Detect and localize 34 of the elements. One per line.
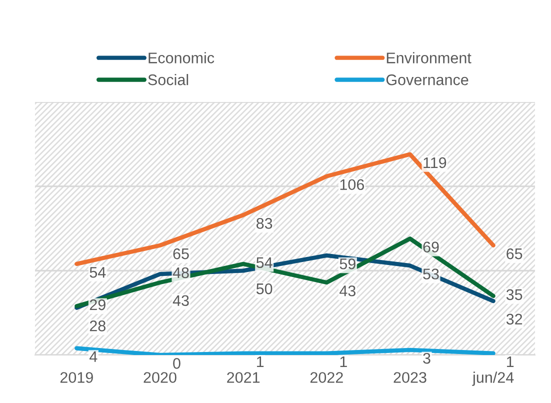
data-label: 35 [506, 289, 522, 300]
data-label: 59 [340, 258, 356, 270]
data-label: 54 [90, 267, 106, 278]
data-label: 32 [506, 314, 522, 325]
data-label: 54 [256, 257, 272, 268]
data-label: 48 [172, 267, 189, 278]
x-tick-label: 2021 [227, 372, 260, 383]
legend-label: Governance [386, 74, 468, 86]
data-label: 119 [424, 157, 446, 168]
data-label: 3 [423, 352, 430, 364]
data-label: 4 [90, 351, 98, 362]
data-label: 65 [173, 248, 189, 260]
legend-label: Social [148, 74, 188, 86]
data-label: 28 [90, 320, 106, 332]
legend-label: Environment [386, 52, 472, 64]
x-tick-label: 2022 [310, 372, 343, 383]
data-label: 43 [172, 295, 189, 306]
data-label: 1 [257, 356, 264, 367]
x-tick-label: 2019 [60, 372, 93, 383]
data-label: 1 [340, 356, 347, 367]
data-label: 69 [423, 242, 439, 252]
data-label: 0 [173, 358, 180, 369]
legend-label: Economic [148, 52, 214, 64]
x-tick-label: 2023 [394, 372, 426, 383]
data-label: 65 [506, 248, 522, 260]
data-label: 53 [423, 268, 439, 280]
data-label: 83 [256, 218, 272, 229]
data-label: 43 [340, 285, 356, 296]
x-tick-label: jun/24 [472, 372, 514, 386]
data-label: 1 [507, 356, 514, 367]
data-label: 29 [90, 299, 106, 310]
data-label: 50 [256, 283, 272, 294]
data-label: 106 [340, 179, 364, 190]
x-tick-label: 2020 [144, 372, 176, 383]
